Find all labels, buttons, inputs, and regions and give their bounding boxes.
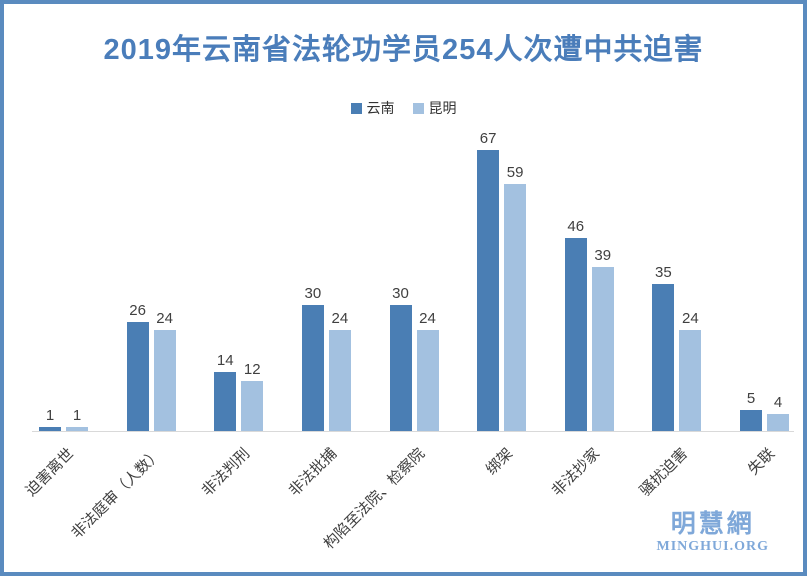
bar-value-label: 24	[331, 310, 349, 327]
bar	[39, 427, 61, 431]
bar	[504, 184, 527, 431]
category-label: 非法批捕	[286, 445, 341, 500]
bar-column: 24	[153, 310, 176, 431]
bar-column: 1	[39, 407, 61, 431]
bar-column: 5	[740, 390, 762, 431]
bar-column: 24	[328, 310, 351, 431]
bar	[564, 238, 587, 431]
bar-group: 30 24 构陷至法院、检察院	[321, 144, 439, 553]
bar-value-label: 46	[567, 218, 585, 235]
bar-group: 67 59 绑架	[477, 130, 527, 478]
bar	[126, 322, 149, 431]
bar-column: 39	[591, 247, 614, 431]
bar-column: 24	[416, 310, 439, 431]
bar	[740, 410, 762, 431]
bar-group: 30 24 非法批捕	[286, 144, 351, 500]
bar	[767, 414, 789, 431]
bar	[328, 330, 351, 431]
bar-column: 26	[126, 302, 149, 431]
bar-column: 12	[241, 361, 264, 431]
bar-column: 1	[66, 407, 88, 431]
bar	[591, 267, 614, 431]
bar-column: 30	[301, 285, 324, 431]
bar-value-label: 30	[392, 285, 409, 302]
chart-title: 2019年云南省法轮功学员254人次遭中共迫害	[103, 34, 704, 66]
bar-column: 67	[477, 130, 500, 431]
bar	[241, 381, 264, 431]
bar-group: 5 4 失联	[740, 144, 789, 478]
bar-value-label: 39	[594, 247, 612, 264]
bar-value-label: 24	[682, 310, 699, 327]
bar-value-label: 1	[72, 407, 82, 424]
bar-value-label: 14	[216, 352, 234, 369]
category-label: 非法判刑	[198, 445, 253, 500]
bar-value-label: 26	[129, 302, 146, 319]
category-label: 失联	[745, 445, 779, 479]
minghui-logo-cjk: 明慧網	[670, 510, 755, 539]
bar-value-label: 35	[655, 264, 672, 281]
category-label: 非法抄家	[548, 445, 604, 500]
bar-column: 4	[767, 394, 789, 431]
bar	[214, 372, 237, 431]
bar-value-label: 4	[773, 394, 783, 411]
category-label: 绑架	[482, 445, 516, 479]
x-axis-baseline	[32, 431, 794, 432]
category-label: 迫害离世	[23, 445, 78, 500]
minghui-logo-latin: MINGHUI.ORG	[656, 538, 769, 554]
category-label: 骚扰迫害	[636, 445, 692, 500]
bar-column: 46	[564, 218, 587, 431]
bar-column: 35	[652, 264, 675, 431]
bar	[301, 305, 324, 431]
bar-column: 14	[214, 352, 237, 431]
bar	[652, 284, 675, 431]
bar	[66, 427, 88, 431]
bar	[477, 150, 500, 431]
legend: 云南 昆明	[4, 98, 803, 118]
bar-value-label: 59	[506, 164, 524, 181]
bar-group: 46 39 非法抄家	[549, 144, 614, 500]
bar-value-label: 24	[419, 310, 436, 327]
category-label: 非法庭审（人数）	[68, 445, 166, 543]
bar-group: 35 24 骚扰迫害	[637, 144, 702, 500]
bar-value-label: 30	[304, 285, 322, 302]
bar-group: 26 24 非法庭审（人数）	[68, 144, 176, 542]
bar	[416, 330, 439, 431]
bar-value-label: 67	[479, 130, 497, 147]
legend-swatch-yunnan	[350, 102, 362, 114]
bar-column: 30	[389, 285, 412, 431]
bar-value-label: 5	[746, 390, 756, 407]
bar-column: 24	[679, 310, 702, 431]
legend-item-yunnan: 云南	[350, 98, 395, 118]
bar	[389, 305, 412, 431]
bar-column: 59	[504, 164, 527, 431]
legend-label-kunming: 昆明	[428, 100, 457, 116]
legend-label-yunnan: 云南	[366, 100, 395, 116]
legend-swatch-kunming	[412, 102, 424, 114]
bar-value-label: 12	[243, 361, 261, 378]
bar-group: 1 1 迫害离世	[23, 144, 88, 500]
bar	[679, 330, 702, 431]
bar-group: 14 12 非法判刑	[198, 144, 264, 500]
bar	[153, 330, 176, 431]
legend-item-kunming: 昆明	[412, 98, 457, 118]
bar-value-label: 24	[156, 310, 173, 327]
plot-area: 1 1 迫害离世 26 24 非法庭审（人数） 14 12 非法判刑 30 24 非法批捕 30 24 构陷…	[23, 130, 789, 553]
bar-value-label: 1	[45, 407, 55, 424]
minghui-watermark: 明慧網 MINGHUI.ORG	[657, 511, 770, 554]
